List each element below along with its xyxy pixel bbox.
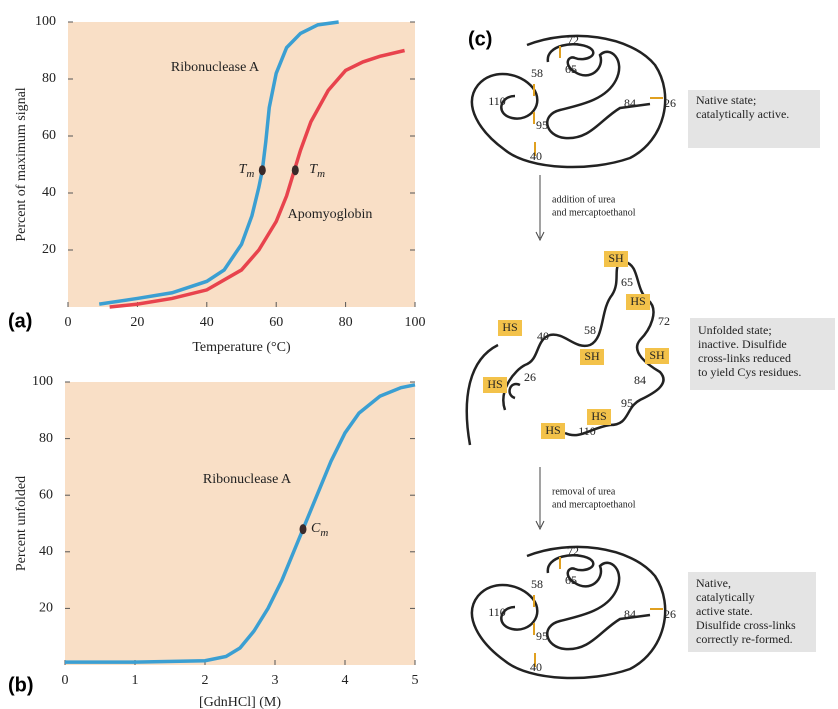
- unfolded-chain: [467, 262, 664, 445]
- y-tick-label: 100: [35, 14, 56, 29]
- y-tick-label: 40: [42, 185, 56, 200]
- plot-area: [65, 382, 415, 665]
- residue-label: SH: [649, 348, 665, 362]
- marker-subscript: m: [317, 168, 325, 180]
- caption-line: Unfolded state;: [698, 323, 772, 337]
- residue-label: HS: [502, 320, 517, 334]
- residue-label: 84: [624, 96, 636, 110]
- y-tick-label: 100: [32, 374, 53, 389]
- residue-label: HS: [630, 294, 645, 308]
- residue-label: 40: [530, 660, 542, 674]
- x-tick-label: 0: [65, 315, 72, 330]
- residue-label: HS: [545, 423, 560, 437]
- series-label: Ribonuclease A: [171, 60, 260, 75]
- x-tick-label: 2: [202, 673, 209, 688]
- x-axis-label: Temperature (°C): [192, 340, 291, 355]
- residue-label: 26: [524, 370, 536, 384]
- caption-line: catalytically: [696, 590, 755, 604]
- x-tick-label: 3: [272, 673, 279, 688]
- residue-label: 40: [537, 329, 549, 343]
- y-tick-label: 60: [42, 128, 56, 143]
- residue-label: 84: [634, 373, 646, 387]
- x-tick-label: 80: [339, 315, 353, 330]
- residue-label: 65: [621, 275, 633, 289]
- y-tick-label: 20: [42, 242, 56, 257]
- caption-line: Disulfide cross-links: [696, 618, 796, 632]
- residue-label: 58: [531, 577, 543, 591]
- panel-label: (b): [8, 674, 34, 696]
- caption-line: active state.: [696, 604, 753, 618]
- x-tick-label: 20: [130, 315, 144, 330]
- arrow-text: addition of urea: [552, 194, 616, 205]
- caption-line: catalytically active.: [696, 107, 789, 121]
- residue-label: 65: [565, 573, 577, 587]
- residue-label: 65: [565, 62, 577, 76]
- residue-label: HS: [591, 409, 606, 423]
- caption-line: inactive. Disulfide: [698, 337, 787, 351]
- residue-label: SH: [608, 251, 624, 265]
- residue-label: 84: [624, 607, 636, 621]
- residue-label: 110: [578, 424, 596, 438]
- residue-label: 72: [567, 544, 579, 558]
- x-axis-label: [GdnHCl] (M): [199, 695, 281, 709]
- residue-label: 95: [536, 629, 548, 643]
- marker: [292, 165, 299, 175]
- residue-label: SH: [584, 349, 600, 363]
- y-tick-label: 40: [39, 544, 53, 559]
- y-tick-label: 60: [39, 487, 53, 502]
- marker: [300, 524, 307, 534]
- arrow-text: removal of urea: [552, 486, 616, 497]
- arrow-text: and mercaptoethanol: [552, 207, 636, 218]
- residue-label: HS: [487, 377, 502, 391]
- residue-label: 40: [530, 149, 542, 163]
- residue-label: 110: [488, 94, 506, 108]
- y-tick-label: 80: [39, 431, 53, 446]
- y-axis-label: Percent unfolded: [14, 476, 29, 571]
- residue-label: 110: [488, 605, 506, 619]
- residue-label: 95: [536, 118, 548, 132]
- caption-line: cross-links reduced: [698, 351, 791, 365]
- marker-subscript: m: [246, 168, 254, 180]
- x-tick-label: 5: [412, 673, 419, 688]
- residue-label: 72: [658, 314, 670, 328]
- residue-label: 58: [531, 66, 543, 80]
- residue-label: 58: [584, 323, 596, 337]
- x-tick-label: 40: [200, 315, 214, 330]
- arrow-text: and mercaptoethanol: [552, 499, 636, 510]
- panel-label: (a): [8, 310, 32, 332]
- residue-label: 26: [664, 607, 676, 621]
- x-tick-label: 4: [342, 673, 349, 688]
- y-tick-label: 80: [42, 71, 56, 86]
- caption-line: Native,: [696, 576, 731, 590]
- caption-line: Native state;: [696, 93, 756, 107]
- x-tick-label: 1: [132, 673, 139, 688]
- series-label: Ribonuclease A: [203, 472, 292, 487]
- y-tick-label: 20: [39, 601, 53, 616]
- x-tick-label: 0: [62, 673, 69, 688]
- series-label: Apomyoglobin: [288, 207, 373, 222]
- caption-line: correctly re-formed.: [696, 632, 793, 646]
- marker: [259, 165, 266, 175]
- figure: 20406080100020406080100Temperature (°C)P…: [0, 0, 838, 709]
- panel-label: (c): [468, 28, 492, 50]
- x-tick-label: 100: [405, 315, 426, 330]
- residue-label: 26: [664, 96, 676, 110]
- x-tick-label: 60: [269, 315, 283, 330]
- caption-line: to yield Cys residues.: [698, 365, 801, 379]
- y-axis-label: Percent of maximum signal: [14, 87, 29, 241]
- marker-subscript: m: [320, 527, 328, 539]
- residue-label: 95: [621, 396, 633, 410]
- residue-label: 72: [567, 33, 579, 47]
